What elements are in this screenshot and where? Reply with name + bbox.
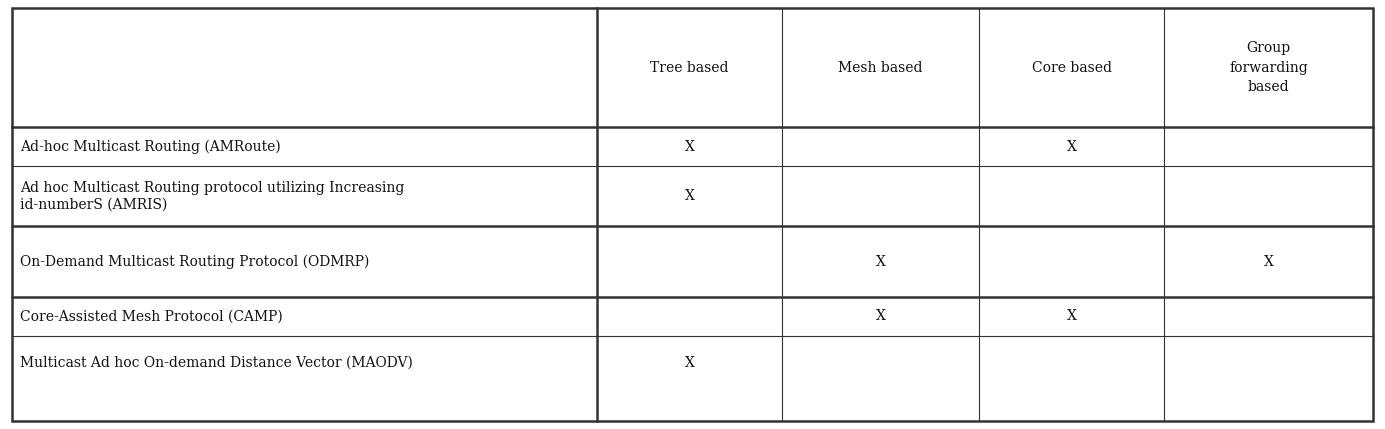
Text: Tree based: Tree based (651, 60, 729, 75)
Text: Ad hoc Multicast Routing protocol utilizing Increasing
id-numberS (AMRIS): Ad hoc Multicast Routing protocol utiliz… (19, 181, 404, 212)
Text: Core based: Core based (1032, 60, 1112, 75)
Text: X: X (684, 356, 694, 370)
Text: X: X (1066, 309, 1076, 323)
Text: On-Demand Multicast Routing Protocol (ODMRP): On-Demand Multicast Routing Protocol (OD… (19, 254, 370, 269)
Text: X: X (875, 309, 885, 323)
Text: X: X (875, 254, 885, 269)
Text: X: X (684, 189, 694, 203)
Text: Multicast Ad hoc On-demand Distance Vector (MAODV): Multicast Ad hoc On-demand Distance Vect… (19, 356, 413, 370)
Text: Ad-hoc Multicast Routing (AMRoute): Ad-hoc Multicast Routing (AMRoute) (19, 139, 281, 154)
Text: Group
forwarding
based: Group forwarding based (1228, 41, 1307, 94)
Text: Mesh based: Mesh based (838, 60, 922, 75)
Text: X: X (684, 140, 694, 154)
Text: X: X (1263, 254, 1273, 269)
Text: X: X (1066, 140, 1076, 154)
Text: Core-Assisted Mesh Protocol (CAMP): Core-Assisted Mesh Protocol (CAMP) (19, 309, 283, 323)
